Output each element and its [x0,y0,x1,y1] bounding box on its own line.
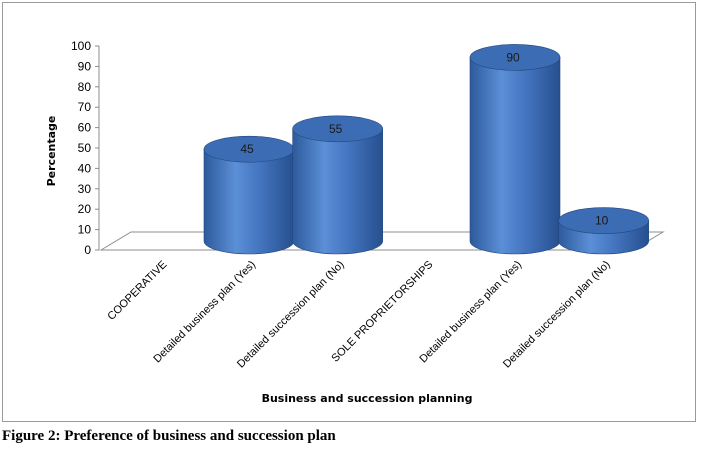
figure-caption: Figure 2: Preference of business and suc… [2,428,336,444]
x-category-label: COOPERATIVE [105,259,169,323]
bars: 45 55 90 10 [203,44,649,255]
chart-frame: 0 10 20 30 40 50 60 70 80 90 100 45 55 90 10 COOPERAT… [2,2,696,422]
bar-top [292,115,383,143]
data-label: 45 [240,142,254,156]
bar-top [469,44,561,71]
chart: 0 10 20 30 40 50 60 70 80 90 100 45 55 90 10 COOPERAT… [45,39,665,405]
bar: 10 [558,207,649,255]
y-tick-label: 60 [78,121,92,135]
bar-body [203,148,295,255]
y-axis-title: Percentage [45,116,58,187]
y-tick-label: 0 [84,243,91,257]
y-axis: 0 10 20 30 40 50 60 70 80 90 100 [71,39,100,257]
data-label: 55 [329,122,343,136]
y-tick-label: 70 [78,100,92,114]
x-category-label: Detailed business plan (Yes) [417,259,524,366]
bar: 55 [292,115,383,255]
bar-body [292,128,383,255]
x-category-label: SOLE PROPRIETORSHIPS [329,259,435,365]
y-tick-label: 30 [78,182,92,196]
data-label: 10 [595,214,609,228]
y-tick-label: 90 [78,59,92,73]
bar: 45 [203,135,295,255]
y-tick-label: 50 [78,141,92,155]
y-tick-label: 40 [78,161,92,175]
y-tick-label: 20 [78,202,92,216]
x-axis-title: Business and succession planning [262,392,473,405]
bar: 90 [469,44,561,255]
x-category-label: Detailed business plan (Yes) [151,259,258,366]
y-tick-label: 10 [78,223,92,237]
chart-floor [99,231,665,251]
x-category-label: Detailed succession plan (No) [235,259,347,371]
x-category-label: Detailed succession plan (No) [501,259,613,371]
data-label: 90 [506,50,520,64]
bar-body [469,57,561,255]
floor-plane [99,231,665,251]
y-tick-label: 80 [78,80,92,94]
bar-top [558,207,649,234]
y-tick-label: 100 [71,39,91,53]
